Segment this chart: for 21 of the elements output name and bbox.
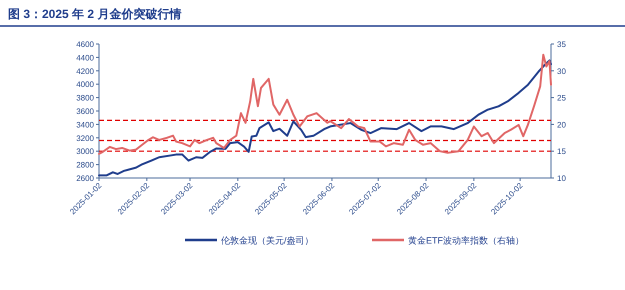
y2-tick-label: 10 [557,174,566,183]
y-tick-label: 3000 [76,147,95,156]
y-tick-label: 2600 [76,174,95,183]
y2-tick-label: 25 [557,94,566,103]
y2-tick-label: 30 [557,66,566,76]
y-tick-label: 4400 [76,53,95,62]
y-tick-label: 4200 [76,66,95,76]
chart-title: 图 3：2025 年 2 月金价突破行情 [8,7,182,21]
y-tick-label: 4600 [76,40,95,49]
y-tick-label: 3400 [76,120,95,130]
legend-label: 伦敦金现（美元/盎司） [221,236,314,246]
y-tick-label: 3800 [76,94,95,103]
line-series [98,54,552,155]
legend-label: 黄金ETF波动率指数（右轴） [408,236,524,246]
y2-tick-label: 15 [557,147,566,156]
y-tick-label: 4000 [76,80,95,90]
y-tick-label: 3200 [76,134,95,143]
y-tick-label: 2800 [76,160,95,170]
y2-tick-label: 20 [557,120,566,130]
y-tick-label: 3600 [76,107,95,116]
y2-tick-label: 35 [557,40,566,49]
